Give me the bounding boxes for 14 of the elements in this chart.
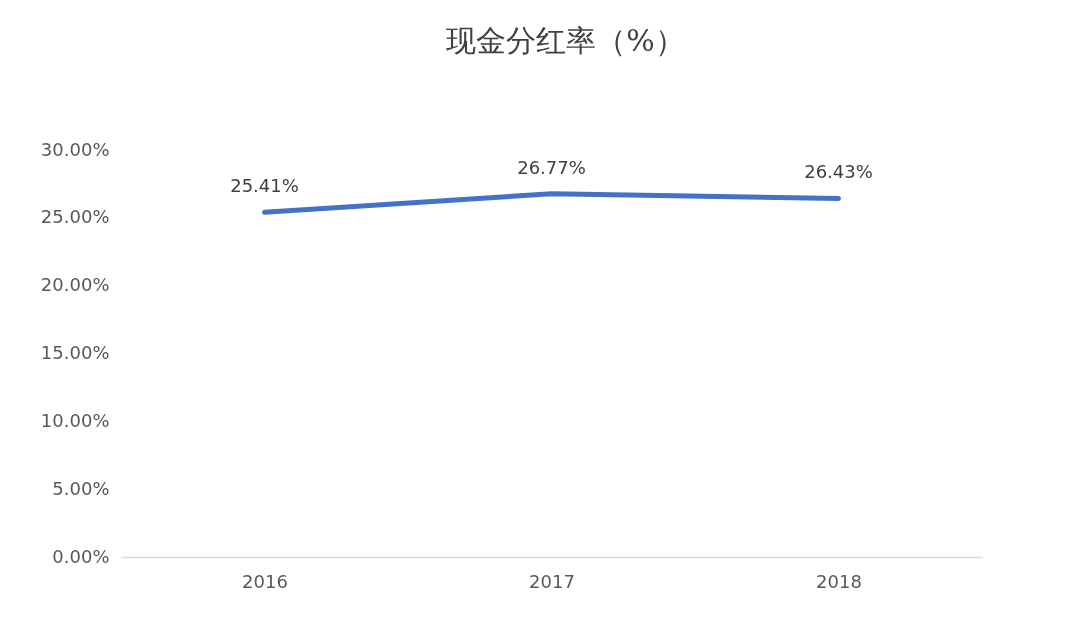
y-tick-label: 15.00%: [40, 342, 110, 363]
y-tick-label: 10.00%: [40, 409, 110, 431]
x-tick-label: 2018: [816, 570, 862, 592]
data-label: 25.41%: [230, 175, 299, 197]
y-tick-label: 0.00%: [52, 545, 110, 567]
data-label: 26.77%: [517, 156, 586, 178]
x-tick-label: 2017: [529, 570, 575, 592]
y-tick-label: 25.00%: [40, 206, 110, 228]
x-tick-label: 2016: [242, 570, 288, 592]
data-label: 26.43%: [804, 161, 873, 183]
y-tick-label: 20.00%: [40, 274, 110, 296]
chart-title: 现金分红率（%）: [446, 23, 685, 58]
y-tick-label: 30.00%: [40, 138, 110, 160]
y-tick-label: 5.00%: [52, 477, 110, 499]
